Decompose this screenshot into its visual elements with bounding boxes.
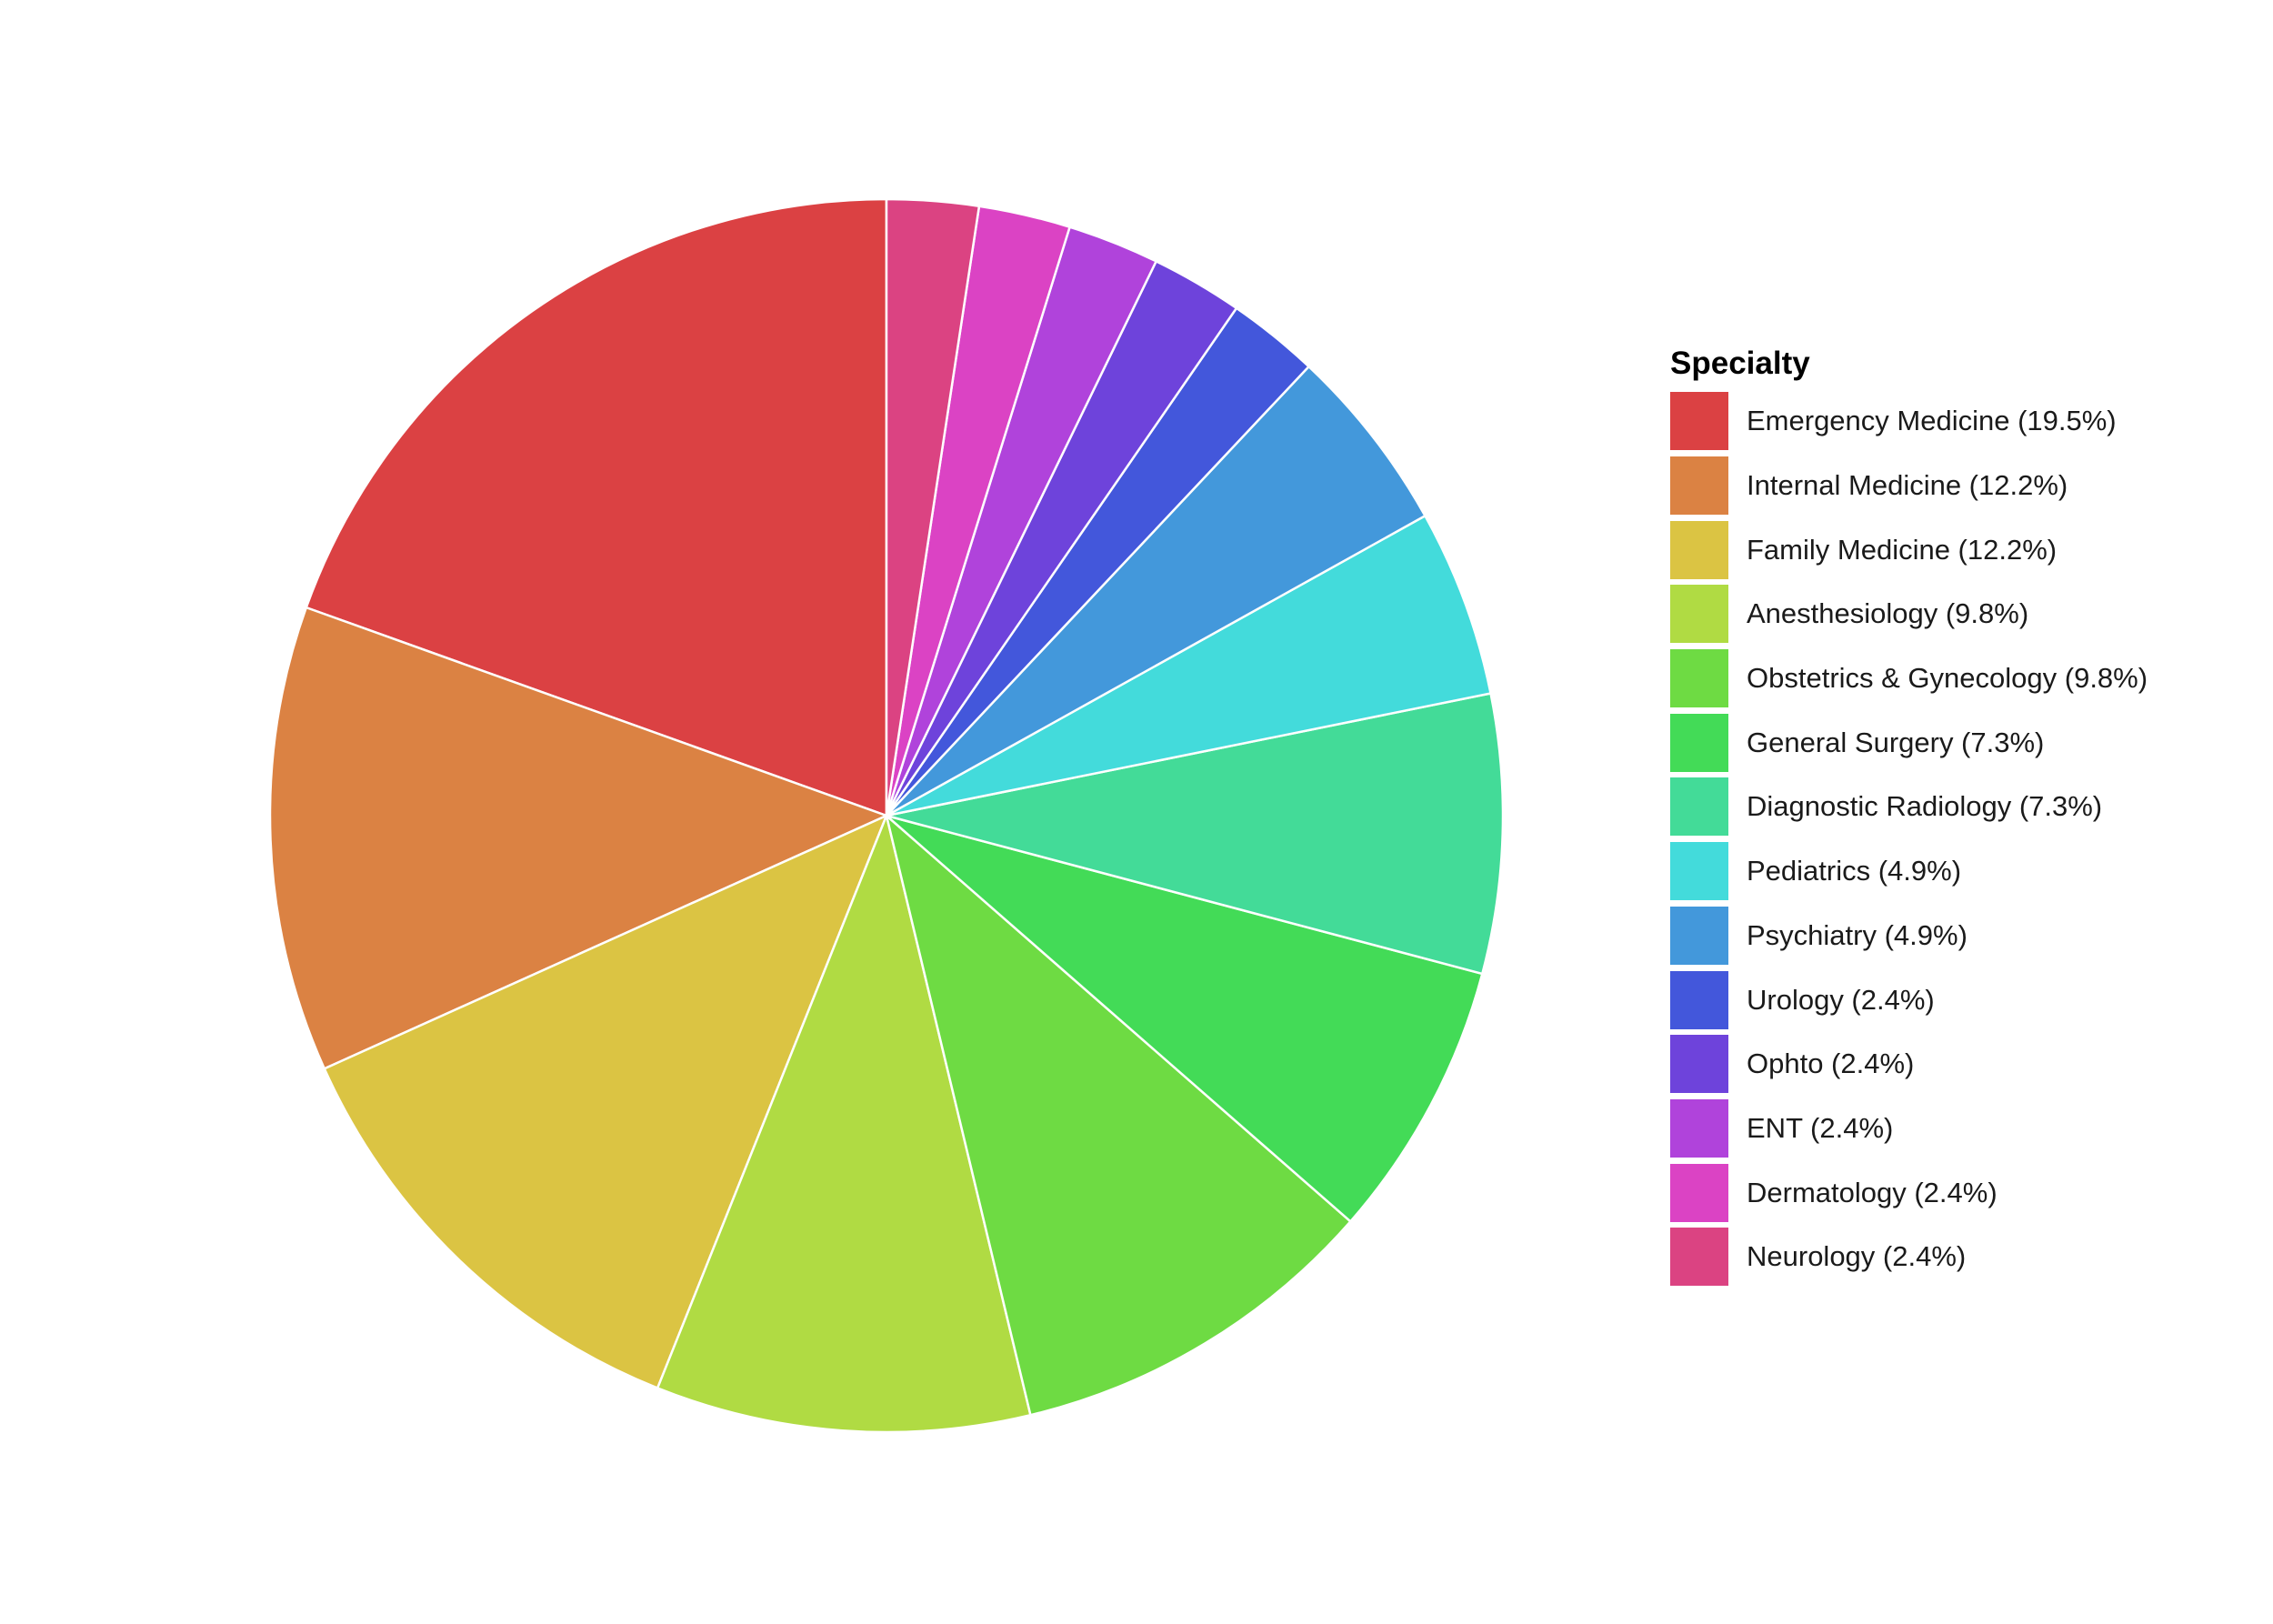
legend-swatch bbox=[1670, 1163, 1728, 1222]
legend-label: Internal Medicine (12.2%) bbox=[1747, 469, 2068, 502]
pie-slice-obstetrics-gynecology bbox=[885, 814, 1352, 1417]
legend-item-dermatology: Dermatology (2.4%) bbox=[1670, 1160, 2148, 1225]
legend-label: Dermatology (2.4%) bbox=[1747, 1176, 1998, 1208]
legend-item-diagnostic-radiology: Diagnostic Radiology (7.3%) bbox=[1670, 775, 2148, 839]
legend-swatch bbox=[1670, 713, 1728, 772]
legend-label: Emergency Medicine (19.5%) bbox=[1747, 405, 2117, 437]
legend-item-emergency-medicine: Emergency Medicine (19.5%) bbox=[1670, 389, 2148, 454]
legend-label: Neurology (2.4%) bbox=[1747, 1240, 1967, 1273]
legend-swatch bbox=[1670, 1228, 1728, 1287]
legend-label: Urology (2.4%) bbox=[1747, 983, 1935, 1016]
legend-item-pediatrics: Pediatrics (4.9%) bbox=[1670, 839, 2148, 904]
legend-swatch bbox=[1670, 520, 1728, 579]
legend-item-urology: Urology (2.4%) bbox=[1670, 967, 2148, 1032]
pie-slice-family-medicine bbox=[323, 814, 888, 1389]
legend-swatch bbox=[1670, 649, 1728, 708]
legend-item-anesthesiology: Anesthesiology (9.8%) bbox=[1670, 582, 2148, 647]
legend-swatch bbox=[1670, 585, 1728, 644]
legend-label: Obstetrics & Gynecology (9.8%) bbox=[1747, 662, 2148, 695]
legend-swatch bbox=[1670, 970, 1728, 1029]
legend: Specialty Emergency Medicine (19.5%) Inte… bbox=[1670, 338, 2148, 1289]
pie-slice-anesthesiology bbox=[656, 814, 1032, 1434]
legend-swatch bbox=[1670, 842, 1728, 901]
legend-swatch bbox=[1670, 1098, 1728, 1158]
legend-label: Pediatrics (4.9%) bbox=[1747, 855, 1962, 887]
legend-item-psychiatry: Psychiatry (4.9%) bbox=[1670, 904, 2148, 968]
legend-item-internal-medicine: Internal Medicine (12.2%) bbox=[1670, 454, 2148, 518]
pie-slices bbox=[268, 197, 1505, 1434]
legend-item-family-medicine: Family Medicine (12.2%) bbox=[1670, 517, 2148, 582]
legend-item-ent: ENT (2.4%) bbox=[1670, 1097, 2148, 1161]
pie-slice-diagnostic-radiology bbox=[885, 692, 1505, 976]
pie-slice-neurology bbox=[885, 197, 981, 817]
pie-slice-psychiatry bbox=[885, 365, 1427, 817]
legend-swatch bbox=[1670, 392, 1728, 451]
pie-slice-internal-medicine bbox=[268, 606, 888, 1070]
legend-label: Psychiatry (4.9%) bbox=[1747, 918, 1968, 951]
legend-label: Anesthesiology (9.8%) bbox=[1747, 597, 2029, 630]
legend-label: General Surgery (7.3%) bbox=[1747, 726, 2045, 758]
legend-title: Specialty bbox=[1670, 346, 1810, 381]
legend-label: ENT (2.4%) bbox=[1747, 1111, 1894, 1144]
legend-swatch bbox=[1670, 777, 1728, 837]
legend-item-ophto: Ophto (2.4%) bbox=[1670, 1032, 2148, 1097]
legend-label: Ophto (2.4%) bbox=[1747, 1048, 1915, 1080]
pie-slice-emergency-medicine bbox=[305, 197, 888, 817]
legend-label: Diagnostic Radiology (7.3%) bbox=[1747, 790, 2103, 823]
legend-label: Family Medicine (12.2%) bbox=[1747, 533, 2058, 566]
legend-items: Emergency Medicine (19.5%) Internal Medic… bbox=[1670, 389, 2148, 1289]
pie-slice-pediatrics bbox=[885, 515, 1492, 817]
legend-swatch bbox=[1670, 456, 1728, 516]
legend-swatch bbox=[1670, 906, 1728, 965]
legend-item-obstetrics-gynecology: Obstetrics & Gynecology (9.8%) bbox=[1670, 647, 2148, 711]
legend-item-general-surgery: General Surgery (7.3%) bbox=[1670, 710, 2148, 775]
legend-swatch bbox=[1670, 1035, 1728, 1094]
pie-slice-general-surgery bbox=[885, 814, 1484, 1223]
legend-item-neurology: Neurology (2.4%) bbox=[1670, 1225, 2148, 1289]
